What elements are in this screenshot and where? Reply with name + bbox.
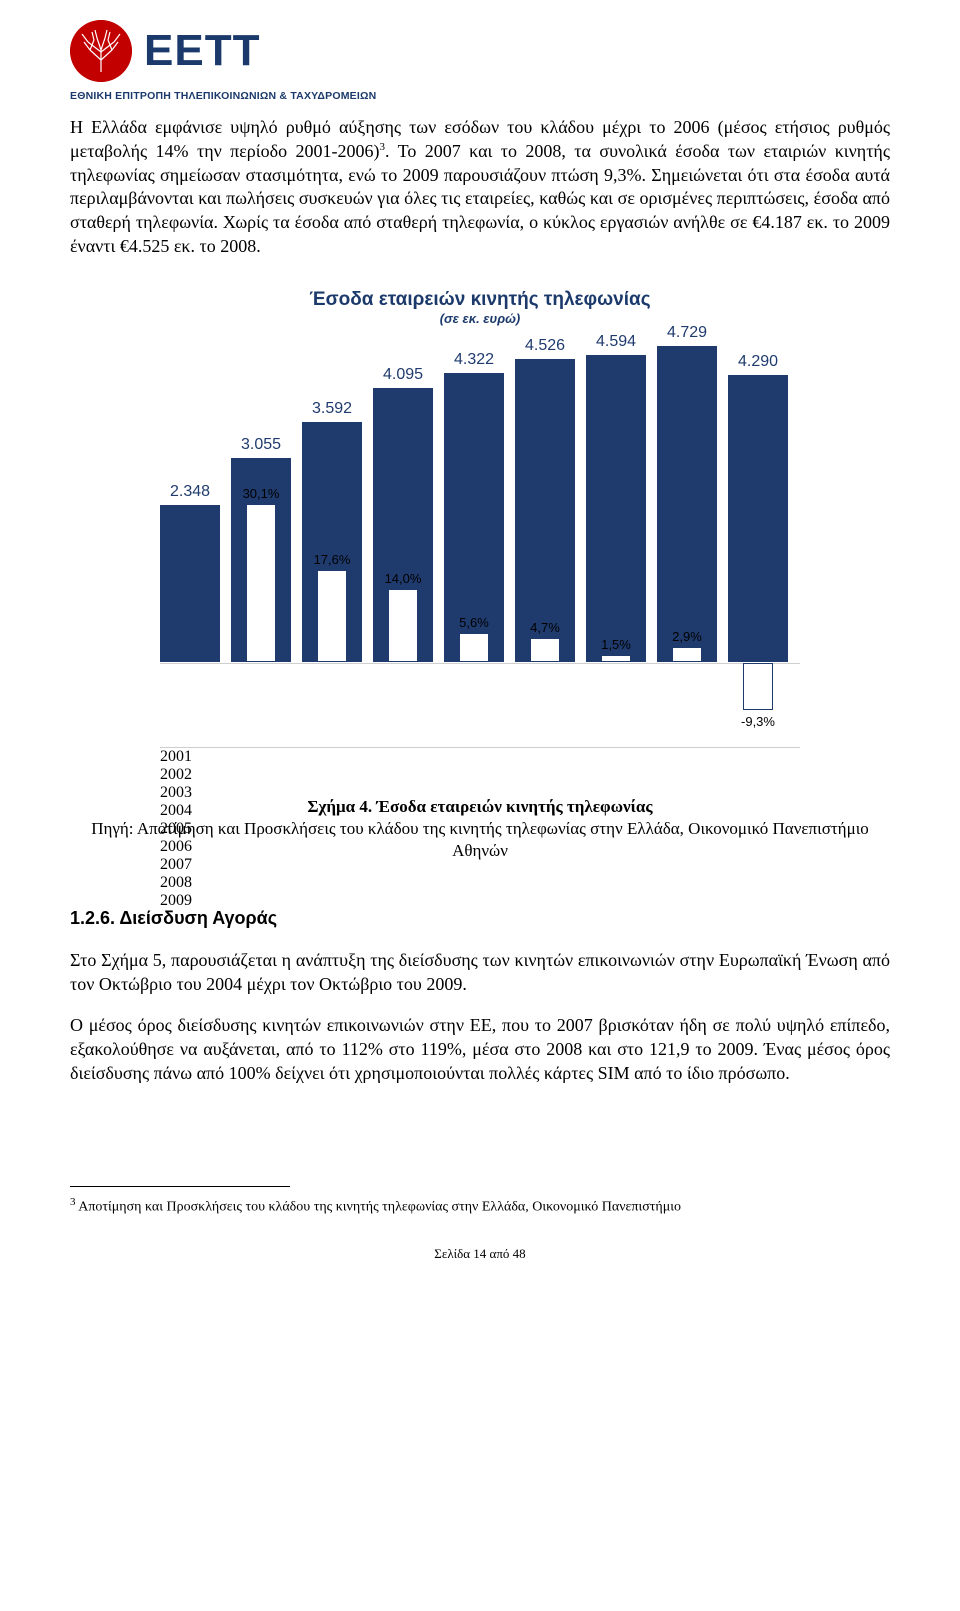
revenue-bar: [160, 505, 220, 662]
bar-column: 4.095 14,0%: [373, 328, 433, 747]
logo-badge: [70, 20, 132, 82]
revenue-bar-label: 4.594: [586, 333, 646, 351]
tree-icon: [70, 20, 132, 82]
bar-column: 4.322 5,6%: [444, 328, 504, 747]
revenue-bar: [728, 375, 788, 662]
pct-bar-label: 17,6%: [302, 552, 362, 567]
revenue-bar-label: 3.055: [231, 436, 291, 454]
pct-bar: [743, 663, 773, 710]
pct-bar: [459, 633, 489, 662]
bar-column: 4.594 1,5%: [586, 328, 646, 747]
revenue-bar: [586, 355, 646, 663]
pct-bar-label: 4,7%: [515, 620, 575, 635]
pct-bar: [530, 638, 560, 663]
chart-plot-area: 2.348 3.055 30,1% 3.592 17,6% 4.095 14,0% 4.322…: [160, 328, 800, 748]
pct-bar: [601, 655, 631, 663]
x-axis-label: 2005: [160, 820, 800, 838]
bar-column: 3.055 30,1%: [231, 328, 291, 747]
pct-bar: [246, 504, 276, 662]
chart-x-axis: 200120022003200420052006200720082009: [160, 748, 800, 768]
x-axis-label: 2007: [160, 856, 800, 874]
pct-bar: [388, 589, 418, 663]
footnote-rule: [70, 1186, 290, 1187]
footnote-text: Αποτίμηση και Προσκλήσεις του κλάδου της…: [76, 1199, 682, 1214]
body-paragraph-1: Η Ελλάδα εμφάνισε υψηλό ρυθμό αύξησης τω…: [70, 116, 890, 259]
bar-column: 2.348: [160, 328, 220, 747]
pct-bar-label: 1,5%: [586, 637, 646, 652]
bar-column: 3.592 17,6%: [302, 328, 362, 747]
bar-column: 4.290 -9,3%: [728, 328, 788, 747]
revenue-bar: [515, 359, 575, 662]
revenue-chart: Έσοδα εταιρειών κινητής τηλεφωνίας (σε ε…: [160, 289, 800, 768]
revenue-bar-label: 4.290: [728, 353, 788, 371]
revenue-bar: [657, 346, 717, 663]
x-axis-label: 2004: [160, 802, 800, 820]
page-number: Σελίδα 14 από 48: [70, 1246, 890, 1262]
chart-bars-layer: 2.348 3.055 30,1% 3.592 17,6% 4.095 14,0% 4.322…: [160, 328, 800, 747]
chart-title: Έσοδα εταιρειών κινητής τηλεφωνίας: [160, 289, 800, 311]
revenue-bar-label: 4.729: [657, 324, 717, 342]
pct-bar: [672, 647, 702, 662]
pct-bar-label: 30,1%: [231, 486, 291, 501]
x-axis-label: 2002: [160, 766, 800, 784]
body-paragraph-3: Ο μέσος όρος διείσδυσης κινητών επικοινω…: [70, 1014, 890, 1085]
body-paragraph-2: Στο Σχήμα 5, παρουσιάζεται η ανάπτυξη τη…: [70, 949, 890, 997]
x-axis-label: 2001: [160, 748, 800, 766]
revenue-bar-label: 4.526: [515, 337, 575, 355]
revenue-bar-label: 3.592: [302, 400, 362, 418]
revenue-bar-label: 2.348: [160, 483, 220, 501]
pct-bar: [317, 570, 347, 663]
pct-bar-label: 5,6%: [444, 615, 504, 630]
logo-text: ΕΕΤΤ: [144, 26, 260, 76]
section-heading: 1.2.6. Διείσδυση Αγοράς: [70, 908, 890, 929]
revenue-bar-label: 4.322: [444, 351, 504, 369]
pct-bar-label: 14,0%: [373, 571, 433, 586]
x-axis-label: 2008: [160, 874, 800, 892]
revenue-bar-label: 4.095: [373, 366, 433, 384]
bar-column: 4.7292,9%: [657, 328, 717, 747]
logo-block: ΕΕΤΤ: [70, 20, 890, 82]
x-axis-label: 2009: [160, 892, 800, 910]
footnote: 3 Αποτίμηση και Προσκλήσεις του κλάδου τ…: [70, 1195, 890, 1217]
bar-column: 4.526 4,7%: [515, 328, 575, 747]
pct-bar-label: 2,9%: [657, 629, 717, 644]
x-axis-label: 2006: [160, 838, 800, 856]
pct-bar-label: -9,3%: [728, 714, 788, 729]
logo-subtitle: ΕΘΝΙΚΗ ΕΠΙΤΡΟΠΗ ΤΗΛΕΠΙΚΟΙΝΩΝΙΩΝ & ΤΑΧΥΔΡ…: [70, 90, 890, 102]
x-axis-label: 2003: [160, 784, 800, 802]
